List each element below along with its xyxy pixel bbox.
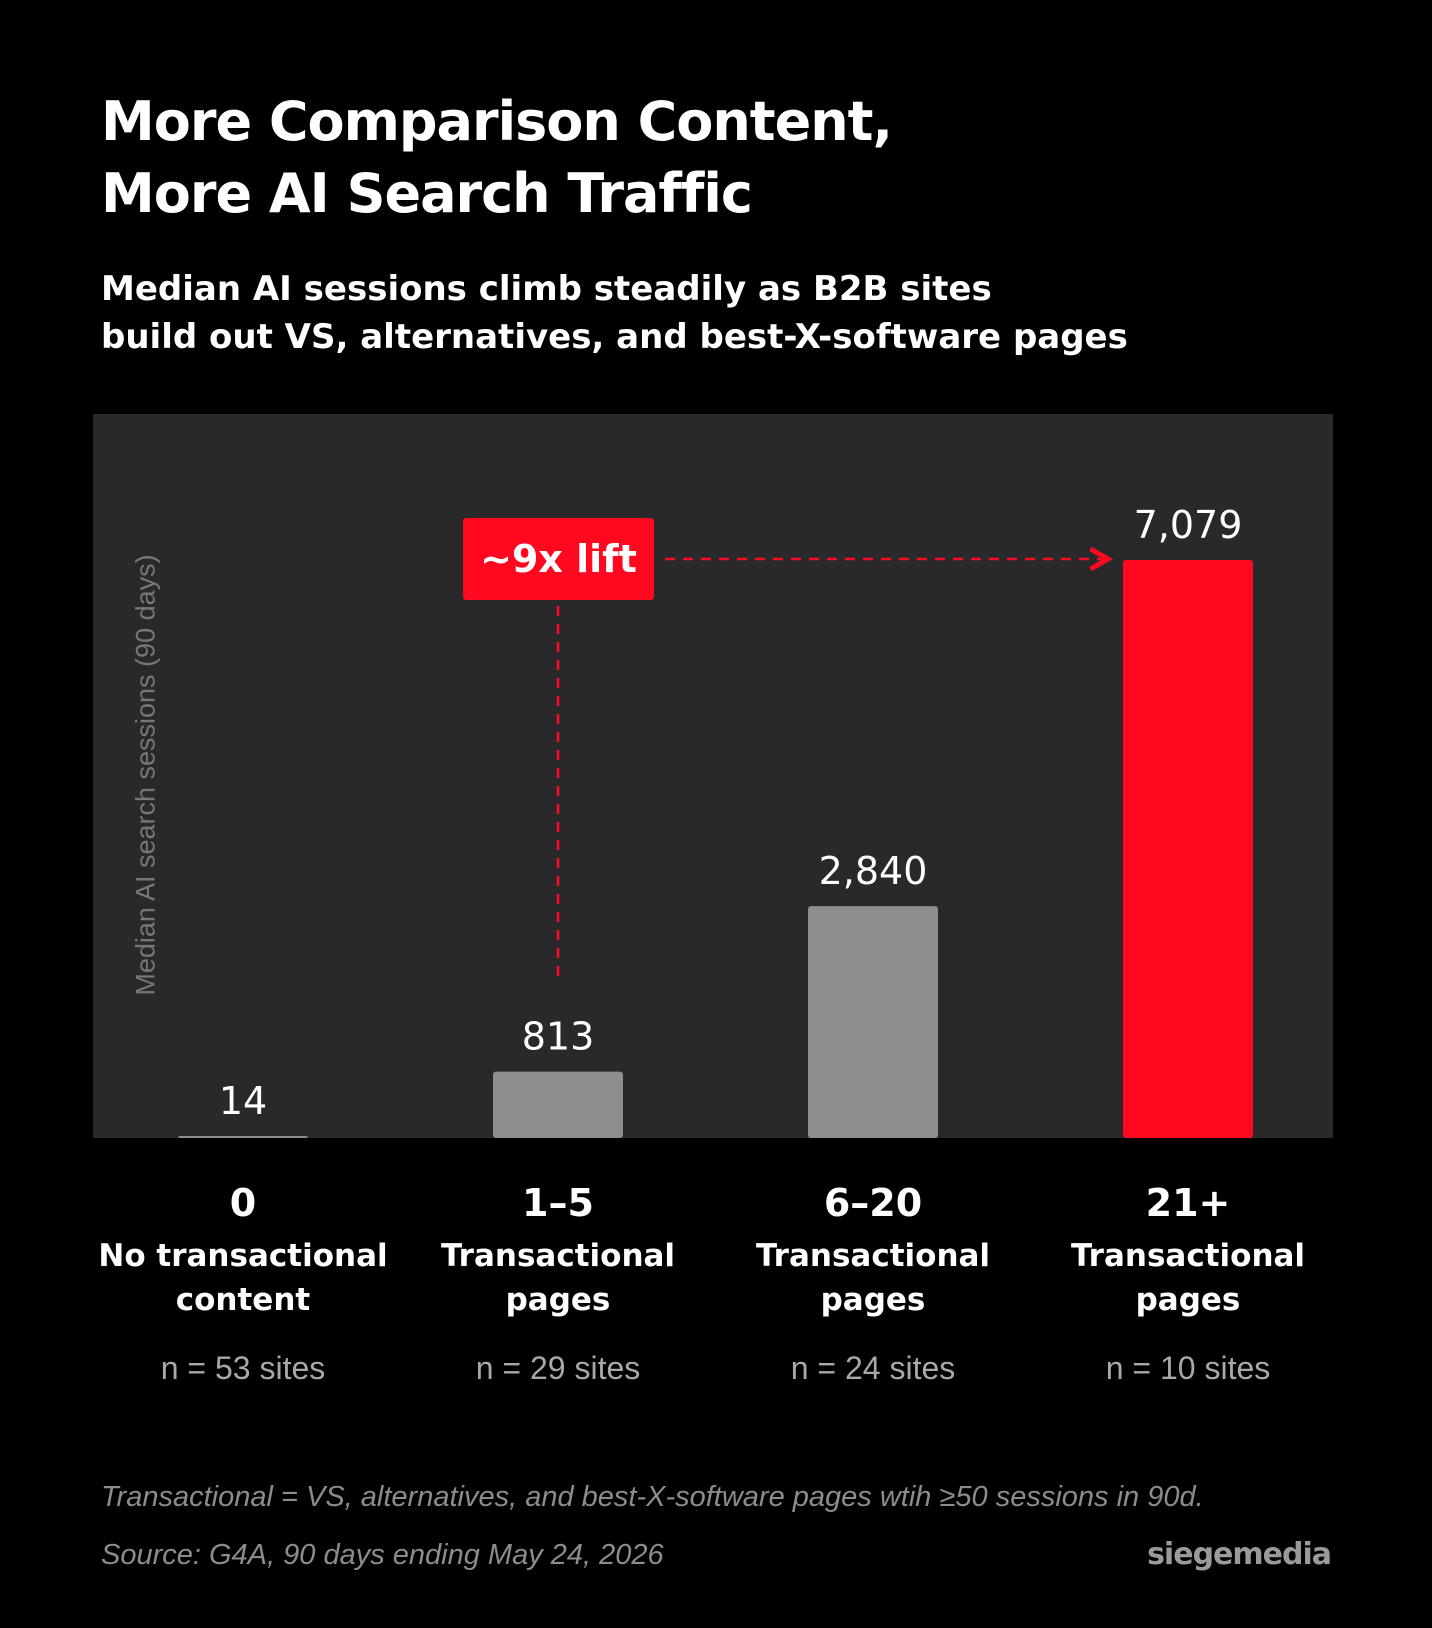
category-range: 6–20 [823, 1181, 923, 1225]
category-2: 6–20 Transactional pages n = 24 sites [723, 1180, 1023, 1386]
footnote: Transactional = VS, alternatives, and be… [101, 1481, 1204, 1513]
category-description: No transactional content [93, 1234, 393, 1322]
category-sample-size: n = 29 sites [475, 1350, 641, 1386]
chart-title-line-2: More AI Search Traffic [101, 162, 753, 225]
category-description-line-1: No transactional [98, 1238, 388, 1274]
category-range: 0 [229, 1181, 257, 1225]
source-note: Source: G4A, 90 days ending May 24, 2026 [101, 1539, 664, 1571]
category-range: 21+ [1145, 1181, 1231, 1225]
category-description-line-1: Transactional [755, 1238, 991, 1274]
category-description: Transactional pages [408, 1234, 708, 1322]
category-description-line-2: pages [505, 1282, 611, 1318]
category-description-line-2: content [175, 1282, 311, 1318]
bar-2 [808, 906, 938, 1138]
category-range: 1–5 [522, 1181, 594, 1225]
category-description-line-2: pages [1135, 1282, 1241, 1318]
chart-title: More Comparison Content, More AI Search … [101, 86, 1301, 230]
plot-area: 14 813 2,840 7,079 [93, 414, 1333, 1138]
bar-1 [493, 1071, 623, 1138]
bar-3 [1123, 560, 1253, 1138]
category-description-line-1: Transactional [440, 1238, 676, 1274]
bar-0 [178, 1136, 308, 1138]
y-axis-label-text: Median AI search sessions (90 days) [130, 554, 161, 996]
category-description-line-1: Transactional [1070, 1238, 1306, 1274]
chart-subtitle: Median AI sessions climb steadily as B2B… [101, 265, 1301, 361]
category-description: Transactional pages [723, 1234, 1023, 1322]
category-1: 1–5 Transactional pages n = 29 sites [408, 1180, 708, 1386]
category-0: 0 No transactional content n = 53 sites [93, 1180, 393, 1386]
brand-logo: siegemedia [1147, 1537, 1332, 1572]
category-3: 21+ Transactional pages n = 10 sites [1038, 1180, 1338, 1386]
chart-title-line-1: More Comparison Content, [101, 90, 893, 153]
category-sample-size: n = 53 sites [160, 1350, 326, 1386]
category-sample-size: n = 10 sites [1105, 1350, 1271, 1386]
lift-callout: ~9x lift [463, 518, 654, 600]
category-description-line-2: pages [820, 1282, 926, 1318]
value-label-1: 813 [522, 1015, 595, 1059]
value-label-3: 7,079 [1134, 503, 1243, 547]
value-label-2: 2,840 [819, 849, 928, 893]
category-description: Transactional pages [1038, 1234, 1338, 1322]
chart-subtitle-line-2: build out VS, alternatives, and best-X-s… [101, 317, 1128, 357]
category-sample-size: n = 24 sites [790, 1350, 956, 1386]
bar-chart: 14 813 2,840 7,079 [178, 503, 1253, 1138]
value-label-0: 14 [219, 1079, 267, 1123]
chart-subtitle-line-1: Median AI sessions climb steadily as B2B… [101, 269, 992, 309]
